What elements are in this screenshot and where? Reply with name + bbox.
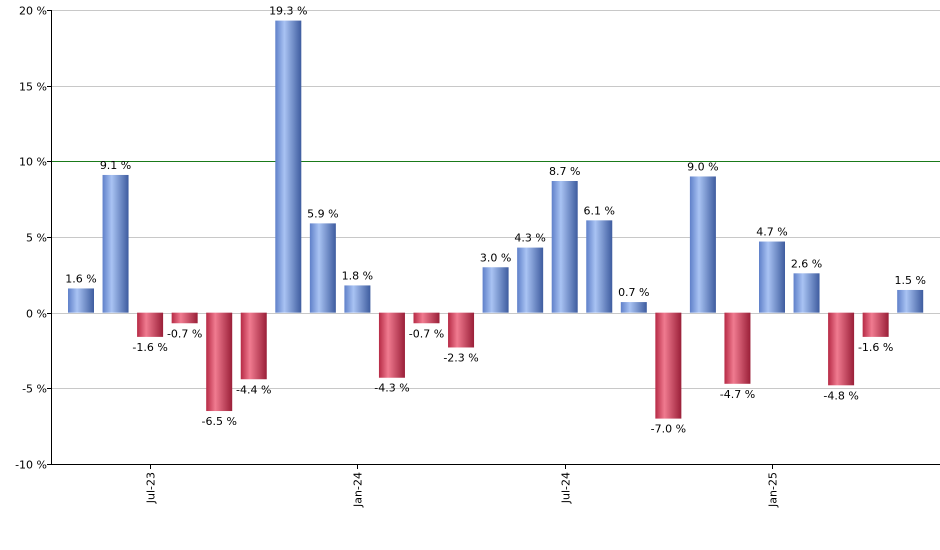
bar-positive (897, 289, 924, 313)
bar-negative (724, 312, 751, 384)
y-tick-label: 20 % (19, 5, 47, 18)
data-label: -4.7 % (720, 388, 755, 401)
data-label: -0.7 % (409, 327, 444, 340)
bar-positive (517, 247, 544, 313)
bar-positive (68, 288, 94, 313)
x-tick-label: Jul-23 (145, 472, 158, 504)
bars (68, 20, 924, 419)
data-label: 9.0 % (687, 160, 718, 173)
data-label: -0.7 % (167, 327, 202, 340)
bar-positive (482, 267, 509, 313)
data-label: 1.8 % (342, 269, 373, 282)
bar-negative (828, 312, 855, 386)
bar-negative (862, 312, 889, 337)
bar-negative (448, 312, 475, 348)
data-label: 9.1 % (100, 159, 131, 172)
data-label: -6.5 % (201, 415, 236, 428)
bar-negative (413, 312, 440, 324)
data-label: 2.6 % (791, 257, 822, 270)
bar-positive (620, 302, 647, 313)
bar-positive (275, 20, 302, 313)
data-label: 3.0 % (480, 251, 511, 264)
bar-positive (689, 176, 716, 313)
x-tick-labels: Jul-23 Jan-24 Jul-24 Jan-25 (145, 472, 780, 508)
data-label: 0.7 % (618, 286, 649, 299)
bar-positive (793, 273, 820, 313)
y-tick-label: 0 % (26, 308, 47, 321)
data-label: -1.6 % (858, 341, 893, 354)
data-label: 5.9 % (307, 207, 338, 220)
data-labels: 1.6 %9.1 %-1.6 %-0.7 %-6.5 %-4.4 %19.3 %… (65, 5, 926, 436)
data-label: -4.4 % (236, 383, 271, 396)
y-tick-labels: 20 % 15 % 10 % 5 % 0 % -5 % -10 % (15, 5, 47, 472)
y-tick-label: 5 % (26, 232, 47, 245)
data-label: -2.3 % (443, 351, 478, 364)
bar-positive (586, 220, 613, 313)
data-label: 1.5 % (894, 274, 925, 287)
data-label: 8.7 % (549, 165, 580, 178)
data-label: -4.8 % (823, 389, 858, 402)
data-label: -7.0 % (651, 423, 686, 436)
bar-positive (102, 174, 129, 313)
bar-negative (137, 312, 164, 337)
data-label: 19.3 % (269, 5, 307, 18)
data-label: -1.6 % (132, 341, 167, 354)
y-tick-label: -10 % (15, 459, 47, 472)
data-label: 1.6 % (65, 272, 96, 285)
x-tick-label: Jan-24 (352, 472, 365, 508)
bar-positive (551, 181, 578, 313)
x-tick-label: Jul-24 (560, 472, 573, 504)
bar-positive (309, 223, 336, 313)
bar-negative (655, 312, 682, 419)
bar-negative (240, 312, 267, 380)
data-label: 4.7 % (756, 226, 787, 239)
bar-negative (206, 312, 233, 412)
y-tick-label: -5 % (22, 383, 47, 396)
bar-negative (378, 312, 405, 378)
x-tick-label: Jan-25 (767, 472, 780, 508)
bar-positive (344, 285, 371, 313)
y-tick-label: 15 % (19, 81, 47, 94)
data-label: 4.3 % (514, 232, 545, 245)
y-tick-label: 10 % (19, 156, 47, 169)
axes (47, 10, 940, 469)
gridlines (51, 10, 940, 465)
data-label: -4.3 % (374, 382, 409, 395)
bar-negative (171, 312, 198, 324)
bar-positive (759, 241, 785, 313)
data-label: 6.1 % (584, 204, 615, 217)
